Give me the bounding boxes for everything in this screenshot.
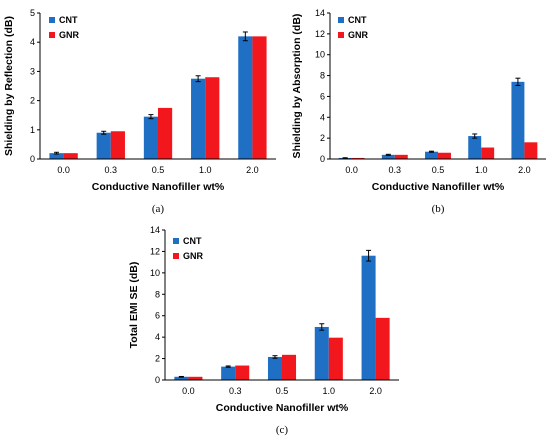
legend-label-gnr: GNR	[348, 30, 369, 40]
bar-gnr-1.0	[481, 147, 495, 159]
x-tick-label: 0.5	[432, 165, 445, 175]
bar-gnr-0.5	[282, 354, 297, 380]
bar-cnt-1.0	[468, 136, 482, 159]
bar-gnr-0.0	[63, 153, 78, 159]
y-tick-label: 14	[315, 8, 325, 18]
bar-cnt-1.0	[191, 78, 206, 159]
legend-label-cnt: CNT	[348, 15, 367, 25]
y-tick-label: 4	[320, 112, 325, 122]
bar-gnr-2.0	[524, 142, 538, 159]
y-tick-label: 14	[150, 225, 160, 235]
bar-gnr-0.0	[351, 157, 365, 159]
legend-swatch-gnr	[49, 32, 55, 38]
bar-cnt-2.0	[361, 255, 376, 380]
bar-cnt-0.0	[174, 376, 189, 380]
y-tick-label: 10	[150, 268, 160, 278]
legend-label-gnr: GNR	[59, 30, 80, 40]
bar-cnt-0.5	[267, 356, 282, 380]
x-tick-label: 1.0	[475, 165, 488, 175]
y-tick-label: 0	[30, 154, 35, 164]
bar-gnr-1.0	[205, 77, 220, 159]
y-tick-label: 1	[30, 125, 35, 135]
y-tick-label: 6	[320, 91, 325, 101]
y-axis-title: Shielding by Reflection (dB)	[3, 16, 15, 156]
x-tick-label: 0.5	[276, 386, 289, 396]
chart-panel-absorption: 0 2 4 6 8 10 12 14 0.0 0.3 0.5 1.0 2.0 Conductive Nan…	[291, 8, 546, 215]
y-tick-label: 6	[155, 311, 160, 321]
x-tick-label: 0.3	[389, 165, 402, 175]
bar-gnr-2.0	[252, 36, 267, 159]
x-axis-title: Conductive Nanofiller wt%	[92, 181, 225, 193]
x-tick-label: 1.0	[199, 165, 212, 175]
y-tick-label: 2	[30, 96, 35, 106]
x-tick-label: 2.0	[369, 386, 382, 396]
panel-label: (c)	[276, 424, 289, 436]
chart-panel-reflection: 0 1 2 3 4 5 0.0 0.3 0.5 1.0 2.0 Conductive Nanofill…	[3, 8, 276, 215]
bar-cnt-0.0	[49, 153, 64, 159]
bar-cnt-0.5	[425, 151, 438, 159]
y-tick-label: 0	[320, 154, 325, 164]
bar-cnt-2.0	[511, 81, 525, 159]
panel-label: (a)	[152, 203, 165, 215]
y-tick-label: 2	[155, 354, 160, 364]
bar-cnt-0.3	[96, 132, 111, 159]
legend-label-cnt: CNT	[59, 15, 78, 25]
legend-label-cnt: CNT	[183, 236, 202, 246]
x-tick-label: 0.3	[105, 165, 118, 175]
x-axis-title: Conductive Nanofiller wt%	[372, 181, 505, 193]
y-tick-label: 0	[155, 375, 160, 385]
panel-label: (b)	[432, 203, 445, 215]
x-axis-title: Conductive Nanofiller wt%	[216, 402, 349, 414]
bar-gnr-0.3	[235, 365, 250, 380]
y-axis-title: Shielding by Absorption (dB)	[291, 14, 303, 159]
x-tick-label: 0.5	[152, 165, 165, 175]
legend-swatch-cnt	[49, 17, 55, 23]
bar-cnt-0.5	[143, 116, 158, 159]
bar-gnr-0.3	[394, 154, 408, 159]
y-tick-label: 4	[155, 332, 160, 342]
x-tick-label: 2.0	[246, 165, 259, 175]
y-tick-label: 2	[320, 133, 325, 143]
x-tick-label: 0.0	[345, 165, 358, 175]
y-axis-title: Total EMI SE (dB)	[128, 262, 140, 349]
x-tick-label: 0.0	[57, 165, 70, 175]
x-tick-label: 0.0	[182, 386, 195, 396]
y-tick-label: 12	[315, 29, 325, 39]
y-tick-label: 8	[155, 289, 160, 299]
bar-cnt-0.3	[381, 154, 395, 159]
x-tick-label: 2.0	[518, 165, 531, 175]
legend-swatch-gnr	[338, 32, 344, 38]
bar-gnr-2.0	[375, 317, 390, 380]
y-tick-label: 4	[30, 37, 35, 47]
x-tick-label: 1.0	[323, 386, 336, 396]
y-tick-label: 8	[320, 71, 325, 81]
bar-gnr-0.5	[438, 152, 451, 159]
bar-gnr-0.5	[158, 107, 173, 159]
legend-swatch-gnr	[173, 253, 179, 259]
legend-label-gnr: GNR	[183, 251, 204, 261]
x-tick-label: 0.3	[229, 386, 242, 396]
bar-gnr-0.3	[110, 131, 125, 159]
y-tick-label: 10	[315, 50, 325, 60]
y-tick-label: 5	[30, 8, 35, 18]
bar-gnr-0.0	[188, 376, 203, 380]
bar-gnr-1.0	[328, 337, 343, 380]
bar-cnt-1.0	[314, 326, 329, 380]
legend-swatch-cnt	[173, 238, 179, 244]
bar-cnt-0.3	[221, 366, 236, 380]
y-tick-label: 3	[30, 66, 35, 76]
chart-panel-total-emi: 0 2 4 6 8 10 12 14 0.0 0.3 0.5 1.0 2.0 Conductive Nan…	[128, 225, 399, 436]
bar-cnt-2.0	[238, 36, 253, 159]
legend-swatch-cnt	[338, 17, 344, 23]
y-tick-label: 12	[150, 246, 160, 256]
